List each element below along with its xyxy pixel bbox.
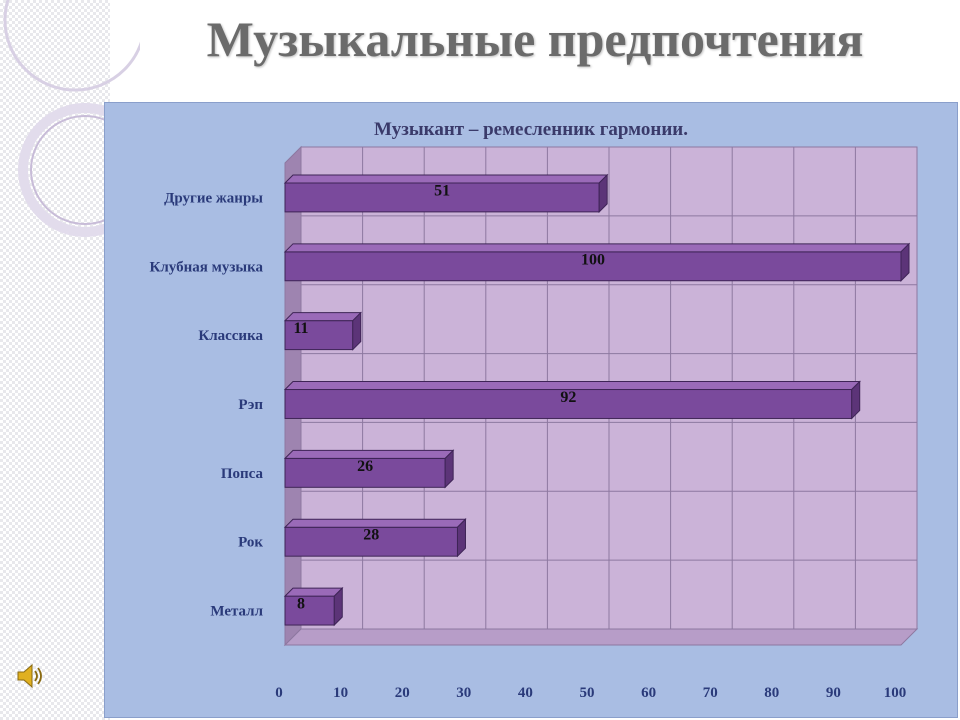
x-tick-label: 90 [826, 685, 841, 701]
x-tick-label: 80 [764, 685, 779, 701]
bar-side [900, 242, 910, 282]
x-tick-label: 30 [456, 685, 471, 701]
x-tick-label: 70 [703, 685, 718, 701]
category-label: Рэп [238, 397, 263, 413]
category-label: Рок [238, 535, 263, 551]
slide-title: Музыкальные предпочтения [206, 11, 864, 67]
x-tick-label: 10 [333, 685, 348, 701]
category-label: Металл [210, 604, 263, 620]
bar [284, 320, 354, 351]
x-tick-label: 100 [884, 685, 907, 701]
x-tick-label: 50 [580, 685, 595, 701]
chart-title: Музыкант – ремесленник гармонии. [374, 119, 688, 140]
data-label: 26 [357, 458, 373, 475]
chart-panel: Музыкант – ремесленник гармонии. 0 10 20 30 4… [104, 102, 958, 718]
data-label: 51 [434, 182, 450, 199]
bar [284, 526, 458, 557]
bar-side [598, 173, 608, 214]
x-tick-label: 0 [275, 685, 283, 701]
bar [284, 595, 335, 626]
bar-side [851, 380, 861, 420]
category-label: Клубная музыка [150, 259, 264, 275]
x-tick-label: 40 [518, 685, 533, 701]
category-label: Попса [221, 466, 264, 482]
plot-floor [283, 628, 919, 646]
bar-side [456, 518, 466, 558]
data-label: 100 [581, 251, 605, 268]
bar [284, 457, 446, 488]
bar-side [444, 449, 454, 489]
bar-top [283, 587, 344, 597]
x-tick-label: 60 [641, 685, 656, 701]
bar-chart: Музыкант – ремесленник гармонии. 0 10 20 30 4… [150, 119, 919, 701]
bar [284, 182, 600, 213]
data-label: 92 [560, 389, 576, 406]
x-tick-label: 20 [395, 685, 410, 701]
bar-side [333, 586, 343, 627]
data-label: 28 [363, 527, 379, 544]
category-label: Другие жанры [164, 190, 263, 206]
speaker-icon[interactable] [14, 660, 46, 692]
category-label: Классика [198, 328, 263, 344]
data-label: 11 [293, 320, 308, 337]
bar-side [352, 311, 362, 351]
data-label: 8 [297, 596, 305, 613]
